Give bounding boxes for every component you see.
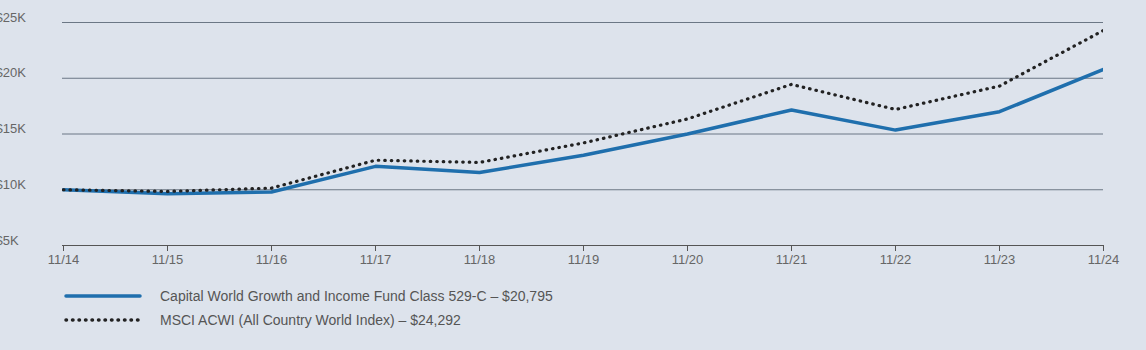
svg-text:11/20: 11/20 (672, 252, 704, 267)
svg-text:11/16: 11/16 (256, 252, 288, 267)
svg-text:11/21: 11/21 (776, 252, 808, 267)
svg-text:$20K: $20K (0, 65, 26, 80)
svg-text:$5K: $5K (0, 233, 19, 248)
svg-text:11/24: 11/24 (1088, 252, 1120, 267)
svg-text:11/22: 11/22 (880, 252, 912, 267)
html-text:MSCI ACWI (All Country World I: MSCI ACWI (All Country World Index) – $2… (160, 312, 461, 328)
svg-text:11/19: 11/19 (568, 252, 600, 267)
svg-text:11/15: 11/15 (152, 252, 184, 267)
html-text:Capital World Growth and Incom: Capital World Growth and Income Fund Cla… (160, 288, 553, 304)
svg-text:$25K: $25K (0, 10, 26, 25)
svg-text:11/14: 11/14 (48, 252, 80, 267)
svg-text:11/18: 11/18 (464, 252, 496, 267)
svg-text:$10K: $10K (0, 177, 26, 192)
svg-text:$15K: $15K (0, 121, 26, 136)
svg-text:11/23: 11/23 (984, 252, 1016, 267)
svg-text:11/17: 11/17 (360, 252, 392, 267)
